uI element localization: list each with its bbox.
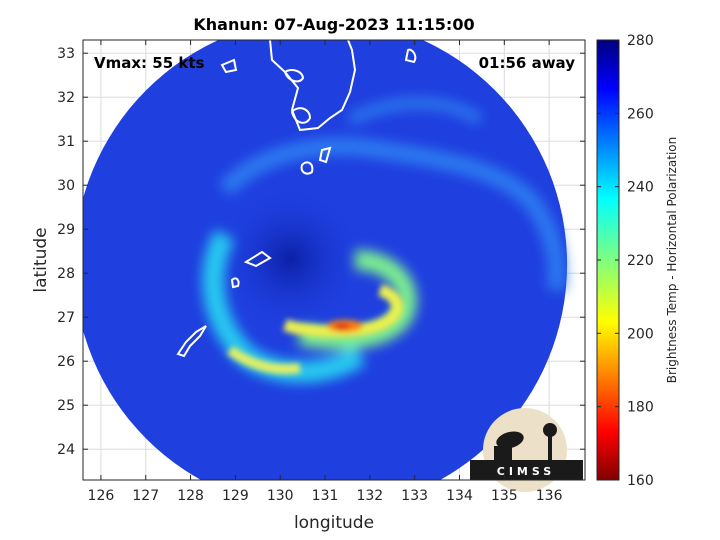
- coastline-islet-4: [318, 146, 332, 164]
- logo-tower-top-icon: [543, 423, 557, 437]
- colorbar-tick-label: 180: [627, 400, 654, 416]
- eyewall-arc-green: [297, 250, 417, 350]
- y-tick-label: 33: [57, 46, 75, 62]
- colorbar-tick-label: 260: [627, 106, 654, 122]
- cimss-logo: CIMSS: [470, 408, 583, 492]
- coastline-islet-2: [290, 107, 312, 124]
- logo-tower-icon: [548, 436, 552, 460]
- colorbar-label: Brightness Temp - Horizontal Polarizatio…: [665, 137, 679, 384]
- x-tick-label: 135: [491, 488, 518, 504]
- colorbar-tick-label: 240: [627, 180, 654, 196]
- y-axis: 24 25 26 27 28 29 30 31 32 33: [57, 46, 585, 458]
- axes-box: [82, 39, 586, 481]
- core-south-yellow: [227, 345, 301, 375]
- y-tick-label: 26: [57, 354, 75, 370]
- y-tick-label: 31: [57, 134, 75, 150]
- y-tick-label: 32: [57, 90, 75, 106]
- logo-banner: [470, 460, 583, 480]
- y-tick-label: 30: [57, 178, 75, 194]
- x-tick-label: 130: [267, 488, 294, 504]
- x-axis: 126 127 128 129 130 131 132 133 134 135 136: [88, 40, 563, 504]
- colorbar-tick-label: 200: [627, 326, 654, 342]
- coastline-islet-6: [220, 58, 238, 74]
- microwave-swath: [83, 40, 567, 480]
- x-tick-label: 126: [88, 488, 115, 504]
- coastline-amami: [243, 250, 272, 268]
- coastline-islet-3: [300, 161, 314, 175]
- storm-eye: [220, 189, 361, 330]
- x-tick-label: 133: [401, 488, 428, 504]
- x-tick-label: 127: [132, 488, 159, 504]
- y-tick-label: 28: [57, 266, 75, 282]
- y-tick-label: 27: [57, 310, 75, 326]
- rainband-outer-arc: [218, 137, 566, 292]
- rainband-core: [227, 284, 404, 375]
- colorbar-ticks: 160 180 200 220 240 260 280: [597, 33, 654, 489]
- colorbar-tick-label: 280: [627, 33, 654, 49]
- y-tick-label: 24: [57, 442, 75, 458]
- x-tick-label: 129: [222, 488, 249, 504]
- logo-building-icon: [494, 446, 512, 460]
- y-axis-label: latitude: [31, 227, 51, 292]
- time-away-annotation: 01:56 away: [479, 54, 576, 72]
- logo-dish-icon: [496, 431, 524, 449]
- x-axis-label: longitude: [294, 513, 374, 533]
- y-tick-label: 25: [57, 398, 75, 414]
- x-tick-label: 132: [356, 488, 383, 504]
- colorbar: 160 180 200 220 240 260 280 Brightness Temp - …: [596, 33, 679, 489]
- coastline-islet-8: [230, 277, 240, 289]
- colorbar-tick-label: 220: [627, 253, 654, 269]
- rainband-northeast: [347, 97, 484, 126]
- x-tick-label: 131: [312, 488, 339, 504]
- chart-title: Khanun: 07-Aug-2023 11:15:00: [193, 15, 474, 34]
- coastline-islet-1: [283, 69, 305, 83]
- x-tick-label: 134: [446, 488, 473, 504]
- y-tick-label: 29: [57, 222, 75, 238]
- coastline-okinawa: [176, 325, 207, 358]
- logo-text: CIMSS: [497, 465, 555, 478]
- colorbar-tick-label: 160: [627, 473, 654, 489]
- x-tick-label: 136: [536, 488, 563, 504]
- coastline-islet-5: [404, 48, 417, 64]
- core-yellow: [283, 284, 404, 338]
- x-tick-label: 128: [177, 488, 204, 504]
- coastlines: [117, 40, 417, 358]
- core-red: [334, 324, 350, 330]
- vmax-annotation: Vmax: 55 kts: [94, 54, 204, 72]
